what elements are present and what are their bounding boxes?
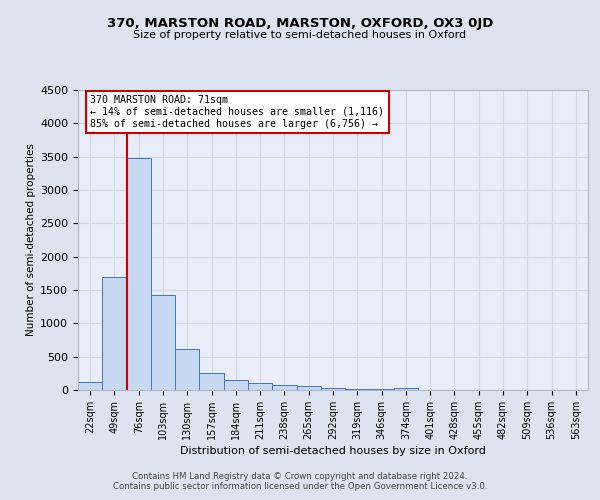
Bar	[127, 158, 151, 390]
Text: 370, MARSTON ROAD, MARSTON, OXFORD, OX3 0JD: 370, MARSTON ROAD, MARSTON, OXFORD, OX3 …	[107, 18, 493, 30]
Bar	[175, 350, 199, 390]
Bar	[394, 388, 418, 390]
Bar	[248, 384, 272, 390]
Bar	[78, 382, 102, 390]
Bar	[370, 389, 394, 390]
Bar	[199, 373, 224, 390]
Bar	[321, 388, 345, 390]
Bar	[102, 276, 127, 390]
Bar	[296, 386, 321, 390]
Text: Contains public sector information licensed under the Open Government Licence v3: Contains public sector information licen…	[113, 482, 487, 491]
Bar	[345, 388, 370, 390]
Y-axis label: Number of semi-detached properties: Number of semi-detached properties	[26, 144, 36, 336]
Text: Size of property relative to semi-detached houses in Oxford: Size of property relative to semi-detach…	[133, 30, 467, 40]
Bar	[224, 380, 248, 390]
Text: Contains HM Land Registry data © Crown copyright and database right 2024.: Contains HM Land Registry data © Crown c…	[132, 472, 468, 481]
X-axis label: Distribution of semi-detached houses by size in Oxford: Distribution of semi-detached houses by …	[180, 446, 486, 456]
Text: 370 MARSTON ROAD: 71sqm
← 14% of semi-detached houses are smaller (1,116)
85% of: 370 MARSTON ROAD: 71sqm ← 14% of semi-de…	[90, 96, 384, 128]
Bar	[151, 296, 175, 390]
Bar	[272, 384, 296, 390]
